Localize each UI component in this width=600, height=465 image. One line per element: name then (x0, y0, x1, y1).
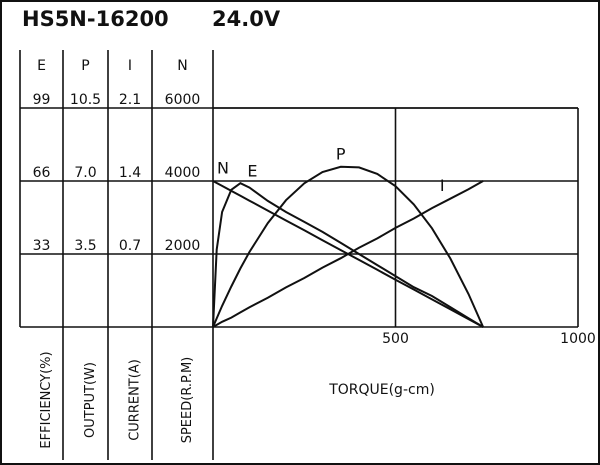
curve-label: I (440, 176, 445, 195)
y-tick-label: 2000 (165, 238, 201, 254)
y-tick-label: 3.5 (74, 238, 96, 254)
axis-name: P (81, 58, 89, 74)
chart-title: HS5N-16200 (22, 7, 169, 31)
curve (212, 182, 484, 328)
axis-name: N (177, 58, 187, 74)
x-axis-title: TORQUE(g-cm) (328, 382, 435, 398)
axis-name: I (128, 58, 132, 74)
axis-title: SPEED(R.P.M) (180, 357, 195, 444)
curve (212, 180, 484, 328)
axis-title: CURRENT(A) (128, 359, 143, 441)
x-tick-label: 500 (382, 331, 409, 347)
curve-label: E (247, 162, 257, 181)
y-tick-label: 10.5 (70, 92, 101, 108)
curve-label: P (336, 144, 346, 163)
y-tick-label: 7.0 (74, 165, 96, 181)
axis-name: E (37, 58, 46, 74)
y-tick-label: 0.7 (119, 238, 141, 254)
curve (212, 165, 485, 328)
y-tick-label: 99 (33, 92, 51, 108)
curve-label: N (217, 159, 229, 178)
y-tick-label: 1.4 (119, 165, 141, 181)
axis-title: EFFICIENCY(%) (39, 351, 54, 448)
chart-subtitle: 24.0V (212, 7, 281, 31)
axis-title: OUTPUT(W) (83, 362, 98, 438)
y-tick-label: 2.1 (119, 92, 141, 108)
x-tick-label: 1000 (560, 331, 596, 347)
y-tick-label: 33 (33, 238, 51, 254)
y-tick-label: 66 (33, 165, 51, 181)
y-tick-label: 6000 (165, 92, 201, 108)
y-tick-label: 4000 (165, 165, 201, 181)
